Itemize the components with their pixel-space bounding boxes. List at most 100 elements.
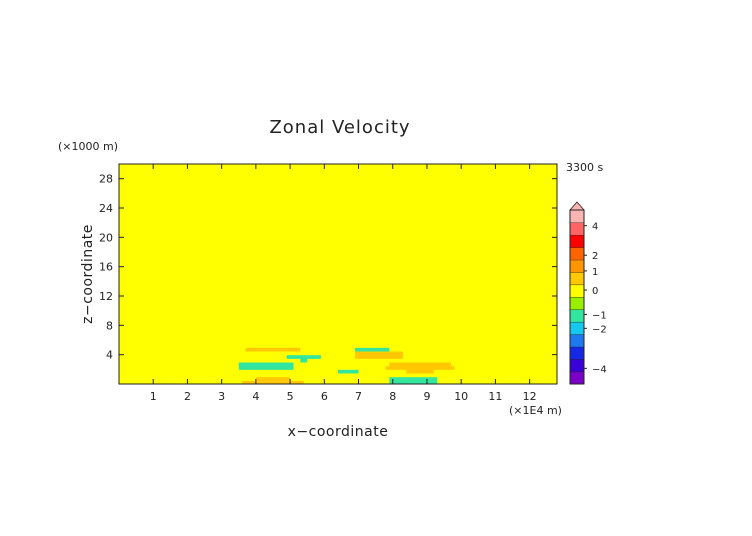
field-cell [139, 373, 144, 378]
field-cell [218, 340, 223, 345]
field-cell [444, 329, 448, 334]
field-cell [163, 325, 168, 330]
field-cell [413, 263, 418, 268]
field-cell [409, 285, 414, 290]
field-cell [142, 303, 147, 308]
field-cell [365, 318, 370, 323]
field-cell [355, 351, 360, 356]
field-cell [409, 274, 414, 279]
field-cell [262, 358, 267, 363]
field-cell [491, 274, 496, 279]
field-cell [344, 285, 349, 290]
field-cell [365, 252, 370, 257]
field-cell [440, 380, 445, 384]
field-cell [498, 321, 503, 326]
field-cell [529, 358, 534, 363]
field-cell [553, 244, 557, 249]
field-cell [153, 292, 158, 297]
field-cell [286, 321, 291, 326]
field-cell [184, 274, 188, 279]
field-cell [119, 263, 123, 268]
field-cell [249, 307, 253, 312]
field-cell [211, 274, 216, 279]
field-cell [379, 288, 383, 293]
field-cell [156, 266, 161, 271]
field-cell [129, 274, 134, 279]
field-cell [214, 318, 219, 323]
field-cell [160, 307, 164, 312]
field-cell [166, 332, 171, 337]
field-cell [324, 277, 329, 282]
field-cell [235, 369, 240, 374]
field-cell [166, 270, 171, 275]
field-cell [194, 369, 199, 374]
field-cell [433, 329, 438, 334]
field-cell [440, 285, 445, 290]
field-cell [245, 351, 250, 356]
field-cell [324, 340, 329, 345]
field-cell [122, 369, 127, 374]
field-cell [355, 299, 360, 304]
field-cell [320, 318, 325, 323]
field-cell [303, 347, 308, 352]
field-cell [338, 266, 342, 271]
field-cell [207, 340, 212, 345]
field-cell [266, 277, 271, 282]
field-cell [153, 376, 158, 381]
field-cell [481, 362, 486, 367]
field-cell [351, 332, 356, 337]
field-cell [522, 310, 527, 315]
field-cell [324, 307, 329, 312]
field-cell [406, 380, 411, 384]
field-cell [505, 277, 510, 282]
field-cell [310, 274, 315, 279]
field-cell [211, 248, 216, 253]
field-cell [485, 252, 490, 257]
field-cell [533, 259, 537, 264]
field-cell [197, 299, 202, 304]
field-cell [122, 241, 127, 246]
field-cell [173, 351, 178, 356]
field-cell [170, 343, 175, 348]
field-cell [262, 373, 267, 378]
field-cell [307, 285, 312, 290]
field-cell [450, 288, 455, 293]
field-cell [536, 314, 541, 319]
field-cell [225, 354, 229, 359]
field-cell [184, 263, 188, 268]
field-cell [478, 332, 483, 337]
field-cell [197, 351, 202, 356]
field-cell [211, 354, 216, 359]
field-cell [231, 281, 236, 286]
field-cell [170, 299, 175, 304]
field-cell [303, 318, 308, 323]
field-cell [553, 266, 557, 271]
field-cell [177, 270, 182, 275]
field-cell [207, 369, 212, 374]
field-cell [334, 288, 339, 293]
field-cell [286, 296, 291, 301]
field-cell [471, 281, 476, 286]
field-cell [283, 369, 288, 374]
field-cell [279, 263, 284, 268]
field-cell [290, 288, 295, 293]
field-cell [276, 263, 281, 268]
field-cell [177, 307, 182, 312]
field-cell [231, 255, 236, 260]
field-cell [166, 248, 171, 253]
field-cell [338, 351, 342, 356]
field-cell [119, 255, 123, 260]
field-cell [543, 351, 548, 356]
field-cell [136, 314, 141, 319]
field-cell [536, 376, 541, 381]
field-cell [385, 266, 390, 271]
field-cell [533, 288, 537, 293]
field-cell [491, 343, 496, 348]
field-cell [197, 332, 202, 337]
field-cell [413, 369, 418, 374]
field-cell [153, 362, 158, 367]
field-cell [447, 248, 452, 253]
field-cell [474, 314, 479, 319]
field-cell [403, 288, 407, 293]
field-cell [351, 347, 356, 352]
